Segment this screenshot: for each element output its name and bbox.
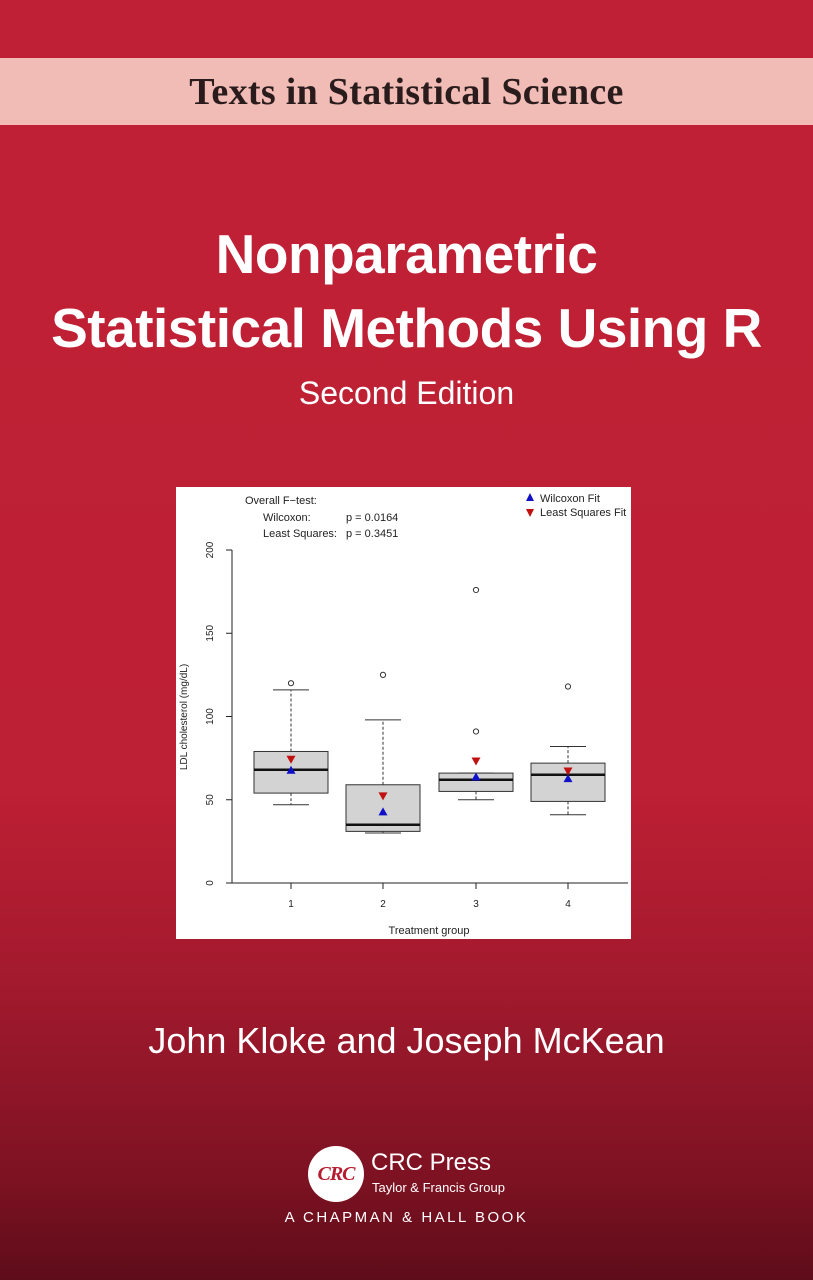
y-tick-label: 0 <box>205 880 216 886</box>
y-tick-label: 50 <box>205 794 216 806</box>
wilcoxon-fit-marker <box>286 765 296 774</box>
legend-ls-marker <box>526 509 534 517</box>
annotation-ls-label: Least Squares: <box>263 528 337 540</box>
series-band: Texts in Statistical Science <box>0 58 813 125</box>
y-tick-label: 100 <box>205 708 216 725</box>
legend-ls-label: Least Squares Fit <box>540 507 626 519</box>
authors: John Kloke and Joseph McKean <box>148 1020 665 1061</box>
x-axis-label: Treatment group <box>389 925 470 937</box>
annotation-heading: Overall F−test: <box>245 495 317 507</box>
y-axis-label: LDL cholesterol (mg/dL) <box>179 664 190 770</box>
boxplot-chart: Overall F−test: Wilcoxon: p = 0.0164 Lea… <box>179 493 628 937</box>
outlier-point <box>287 680 295 687</box>
x-tick-label: 3 <box>473 899 479 910</box>
publisher-group: Taylor & Francis Group <box>372 1180 505 1195</box>
outlier-point <box>472 728 480 735</box>
wilcoxon-fit-marker <box>378 807 388 816</box>
crc-press-logo-icon: CRC <box>308 1146 364 1202</box>
annotation-ls-value: p = 0.3451 <box>346 528 398 540</box>
edition: Second Edition <box>298 375 515 411</box>
publisher-name: CRC Press <box>371 1149 492 1176</box>
ls-fit-marker <box>563 767 573 776</box>
annotation-wilcoxon-label: Wilcoxon: <box>263 512 311 524</box>
annotation-wilcoxon-value: p = 0.0164 <box>346 512 398 524</box>
publisher-imprint: A CHAPMAN & HALL BOOK <box>284 1209 529 1226</box>
legend-wilcoxon-marker <box>526 493 534 501</box>
ls-fit-marker <box>378 792 388 801</box>
ls-fit-marker <box>286 755 296 764</box>
legend-wilcoxon-label: Wilcoxon Fit <box>540 493 600 505</box>
series-title: Texts in Statistical Science <box>189 70 624 113</box>
y-tick-label: 200 <box>205 541 216 558</box>
x-tick-label: 4 <box>565 899 571 910</box>
outlier-point <box>379 671 387 678</box>
outlier-point <box>564 683 572 690</box>
wilcoxon-fit-marker <box>563 774 573 783</box>
ls-fit-marker <box>471 757 481 766</box>
crc-logo-text: CRC <box>317 1162 355 1185</box>
book-title-line-1: Nonparametric <box>215 223 598 285</box>
wilcoxon-fit-marker <box>471 772 481 781</box>
x-tick-label: 2 <box>380 899 386 910</box>
publisher-block: CRC CRC Press Taylor & Francis Group A C… <box>0 1143 813 1253</box>
x-tick-label: 1 <box>288 899 294 910</box>
y-tick-label: 150 <box>205 624 216 641</box>
cover-boxplot-figure: Overall F−test: Wilcoxon: p = 0.0164 Lea… <box>176 487 631 939</box>
book-title-line-2: Statistical Methods Using R <box>51 297 762 359</box>
outlier-point <box>472 586 480 594</box>
